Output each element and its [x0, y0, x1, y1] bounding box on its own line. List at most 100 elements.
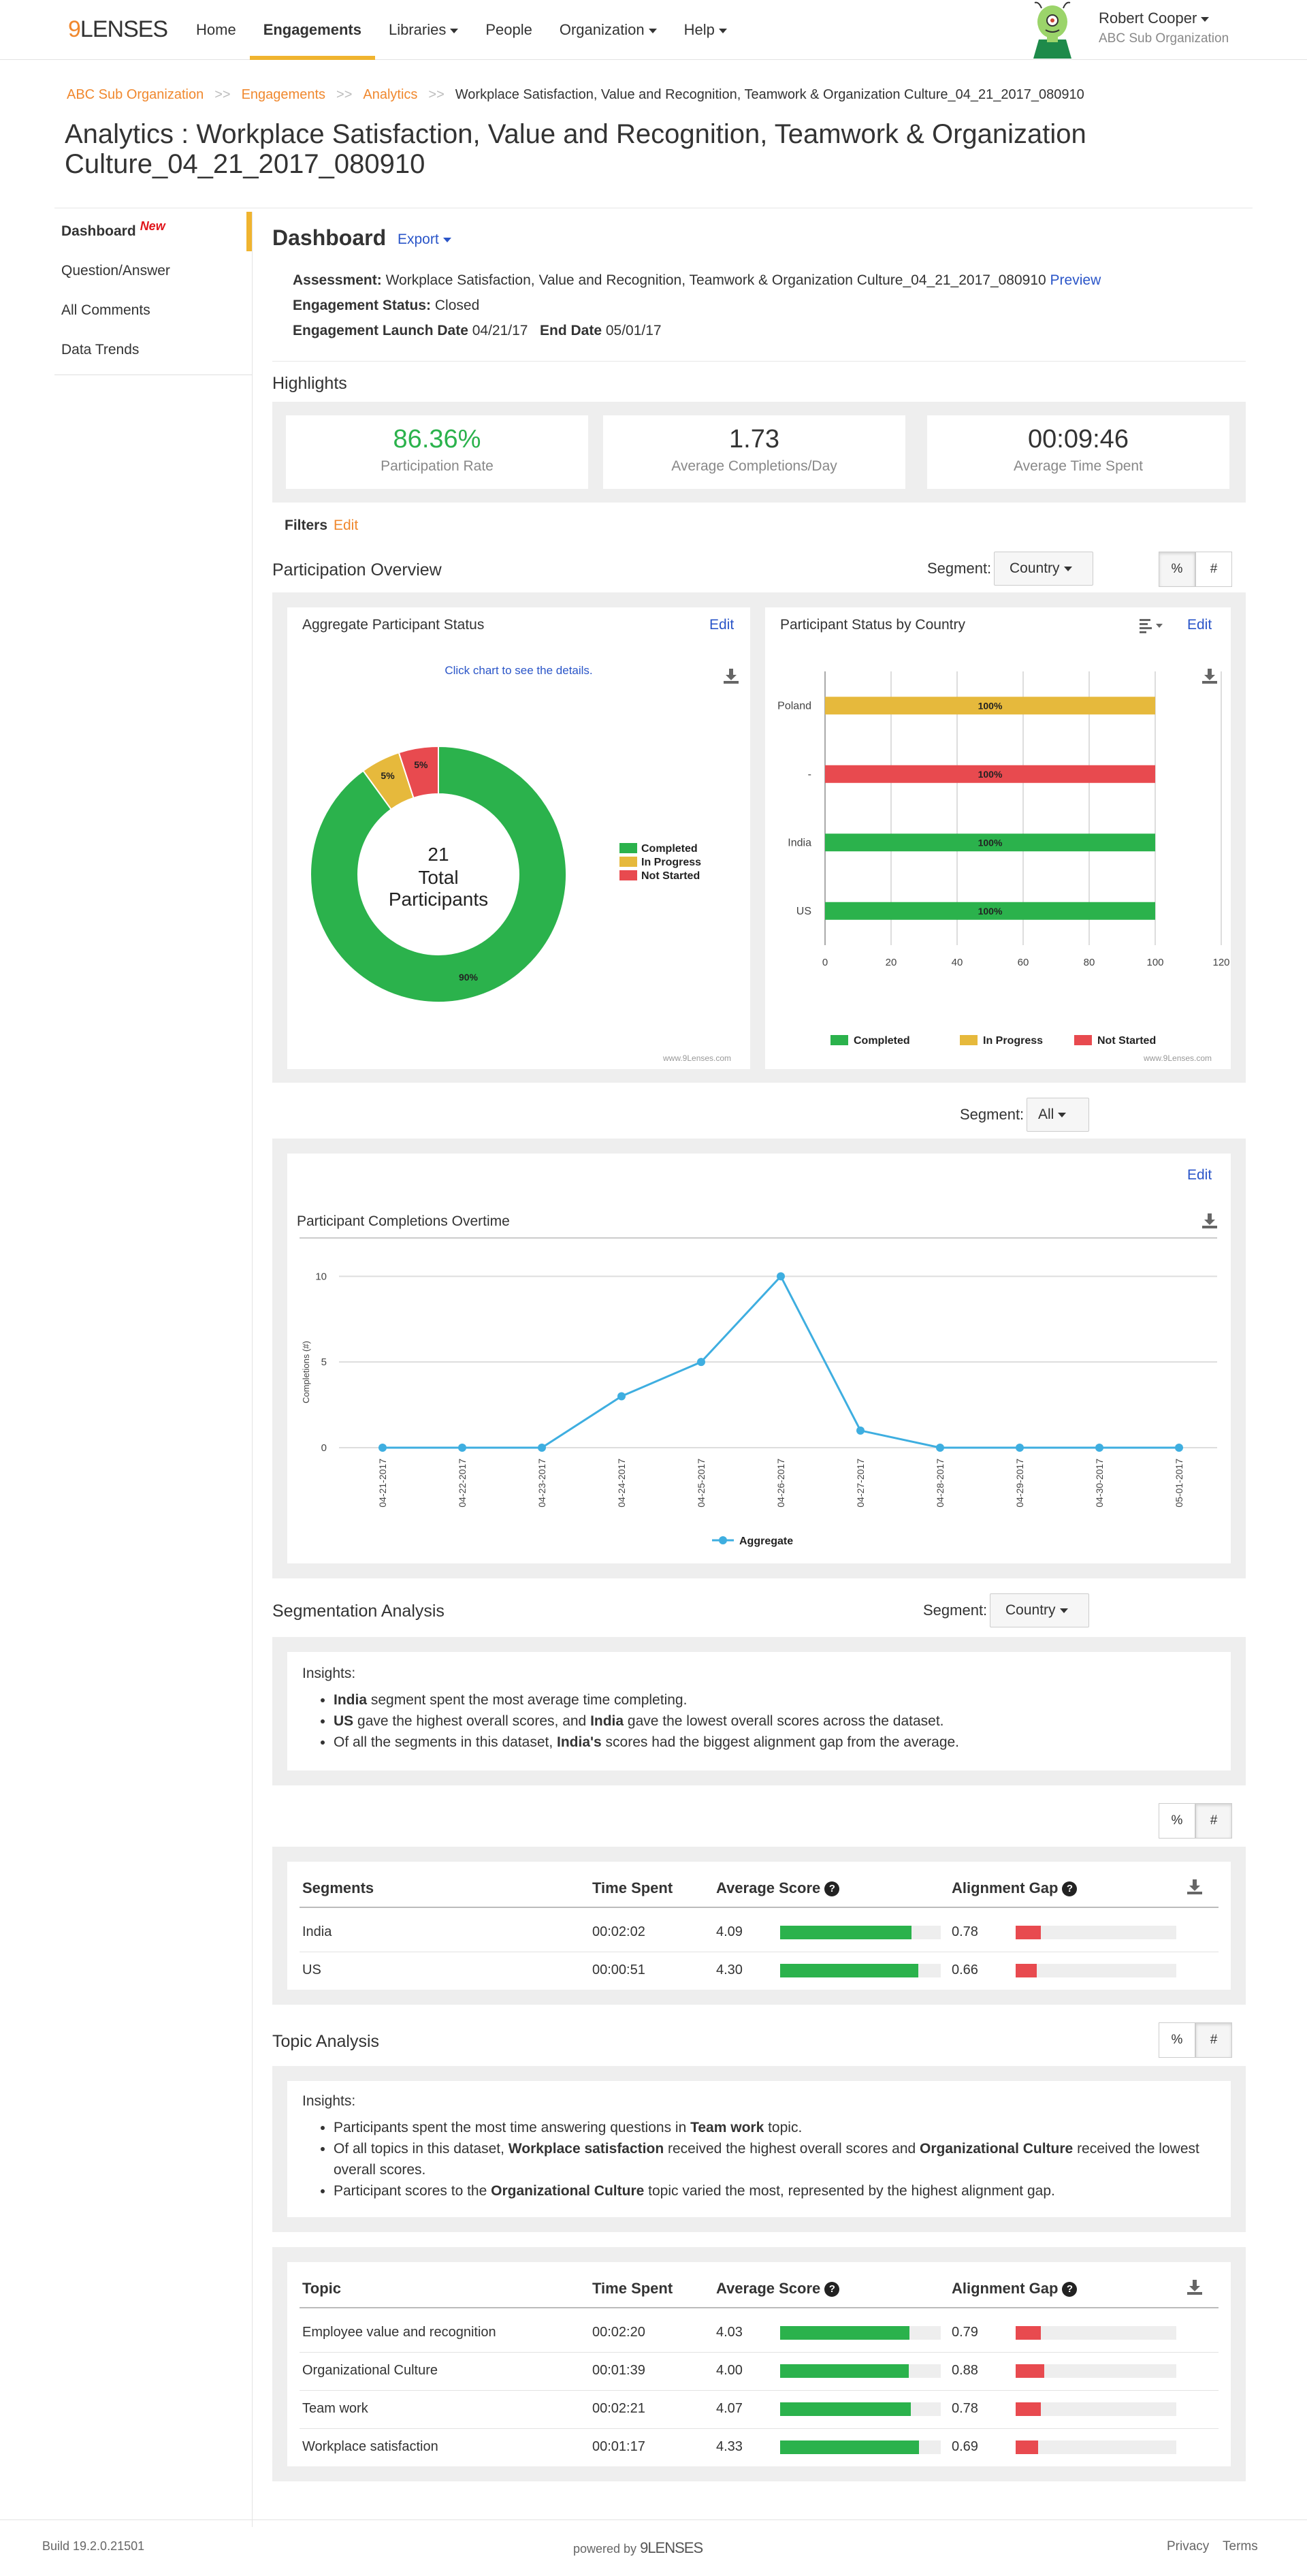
- insight-text: received the highest overall scores and: [664, 2141, 920, 2157]
- filters-edit-link[interactable]: Edit: [334, 518, 359, 533]
- sidebar-item-dashboard[interactable]: Dashboard New: [54, 212, 252, 251]
- insight-text: Workplace satisfaction: [508, 2141, 664, 2157]
- x-tick-label: 04-29-2017: [1014, 1459, 1025, 1508]
- sidebar-item-all-comments[interactable]: All Comments: [54, 291, 252, 330]
- sidebar-item-label: Question/Answer: [61, 263, 170, 279]
- column-header-alignment-gap: Alignment Gap?: [952, 2280, 1078, 2297]
- legend-label: Aggregate: [739, 1536, 793, 1547]
- breadcrumb-separator: >>: [214, 87, 231, 102]
- segmentation-title: Segmentation Analysis: [272, 1602, 445, 1621]
- user-menu[interactable]: Robert Cooper ABC Sub Organization: [1099, 10, 1229, 46]
- score-bar: [780, 2364, 941, 2378]
- download-icon[interactable]: [1187, 1879, 1202, 1894]
- row-name: Team work: [302, 2401, 368, 2416]
- dates-line: Engagement Launch Date 04/21/17 End Date…: [293, 323, 662, 339]
- segment-dropdown[interactable]: Country: [994, 552, 1093, 586]
- download-icon[interactable]: [1202, 669, 1217, 684]
- score-bar-fill: [780, 1926, 912, 1939]
- percent-toggle[interactable]: %: [1159, 552, 1195, 587]
- help-icon[interactable]: ?: [824, 1881, 840, 1897]
- help-icon[interactable]: ?: [1062, 2282, 1078, 2297]
- preview-link[interactable]: Preview: [1050, 272, 1101, 288]
- count-toggle[interactable]: #: [1195, 2022, 1232, 2058]
- line-chart[interactable]: 0 5 10 Completions (#) 04-21-2017 04-22-2017 0…: [287, 1154, 1231, 1563]
- x-tick-label: 04-27-2017: [855, 1459, 866, 1508]
- breadcrumb: ABC Sub Organization >> Engagements >> Analy…: [67, 87, 1084, 103]
- help-icon[interactable]: ?: [824, 2282, 840, 2297]
- score-bar-fill: [780, 2364, 909, 2378]
- breadcrumb-engagements[interactable]: Engagements: [241, 87, 326, 102]
- column-header-average-score: Average Score?: [716, 1879, 840, 1897]
- x-tick-label: 04-23-2017: [536, 1459, 547, 1508]
- highlight-card-completions: 1.73 Average Completions/Day: [603, 415, 905, 489]
- legend-swatch: [960, 1035, 978, 1045]
- download-icon[interactable]: [1187, 2280, 1202, 2295]
- row-score: 4.33: [716, 2439, 743, 2454]
- edit-link[interactable]: Edit: [709, 617, 735, 633]
- nav-item-organization[interactable]: Organization: [546, 0, 671, 60]
- app-logo[interactable]: 9LENSES: [68, 16, 168, 42]
- nav-item-people[interactable]: People: [472, 0, 546, 60]
- highlight-card-time-spent: 00:09:46 Average Time Spent: [927, 415, 1229, 489]
- dashboard-title: Dashboard: [272, 225, 387, 250]
- download-icon[interactable]: [1202, 1213, 1217, 1228]
- nav-item-libraries[interactable]: Libraries: [375, 0, 472, 60]
- highlights-title: Highlights: [272, 374, 347, 393]
- nav-menu: Home Engagements Libraries People Organizati…: [182, 0, 741, 60]
- edit-link[interactable]: Edit: [1187, 617, 1212, 633]
- y-tick-label: Poland: [777, 700, 811, 712]
- percent-toggle[interactable]: %: [1159, 1803, 1195, 1839]
- insight-text: Organizational Culture: [491, 2183, 645, 2199]
- segment-dropdown[interactable]: Country: [990, 1593, 1089, 1627]
- nav-item-label: Organization: [559, 21, 645, 38]
- data-point: [856, 1426, 865, 1435]
- chevron-down-icon: [718, 28, 727, 33]
- privacy-link[interactable]: Privacy: [1167, 2539, 1210, 2554]
- segment-dropdown[interactable]: All: [1027, 1098, 1089, 1132]
- breadcrumb-org[interactable]: ABC Sub Organization: [67, 87, 204, 102]
- chevron-down-icon: [648, 28, 657, 33]
- gap-bar-fill: [1016, 2364, 1044, 2378]
- export-dropdown[interactable]: Export: [398, 232, 451, 248]
- sidebar-item-data-trends[interactable]: Data Trends: [54, 330, 252, 370]
- count-toggle[interactable]: #: [1195, 552, 1232, 587]
- terms-link[interactable]: Terms: [1223, 2539, 1258, 2554]
- insight-text: Team work: [690, 2120, 764, 2135]
- header-label: Alignment Gap: [952, 2280, 1059, 2297]
- count-toggle[interactable]: #: [1195, 1803, 1232, 1839]
- total-participants-label: Participants: [389, 889, 488, 910]
- row-score: 4.00: [716, 2363, 743, 2378]
- donut-chart[interactable]: Click chart to see the details. 90% 5% 5% 21…: [287, 607, 750, 1069]
- download-icon[interactable]: [724, 669, 739, 684]
- x-tick-label: 04-21-2017: [377, 1459, 388, 1508]
- launch-date-label: Engagement Launch Date: [293, 323, 468, 338]
- horizontal-bar-chart[interactable]: 0 20 40 60 80 100 120 Poland 100% - 100% India 100% U…: [765, 607, 1231, 1069]
- sidebar-item-question-answer[interactable]: Question/Answer: [54, 251, 252, 291]
- user-name[interactable]: Robert Cooper: [1099, 10, 1197, 27]
- insight-text: US: [334, 1713, 354, 1729]
- avatar[interactable]: [1027, 0, 1078, 59]
- legend-label: In Progress: [641, 857, 701, 868]
- insight-text: topic.: [764, 2120, 803, 2135]
- breadcrumb-current: Workplace Satisfaction, Value and Recogn…: [455, 87, 1084, 102]
- nav-item-help[interactable]: Help: [671, 0, 741, 60]
- legend-marker: [719, 1536, 727, 1544]
- top-nav: 9LENSES Home Engagements Libraries People Or…: [0, 0, 1307, 60]
- nav-item-home[interactable]: Home: [182, 0, 250, 60]
- breadcrumb-analytics[interactable]: Analytics: [363, 87, 418, 102]
- new-badge: New: [140, 219, 165, 233]
- total-participants-label: Total: [418, 867, 458, 888]
- insight-text: gave the lowest overall scores across th…: [624, 1713, 944, 1729]
- row-time-spent: 00:02:21: [592, 2401, 645, 2416]
- edit-link[interactable]: Edit: [1187, 1167, 1212, 1183]
- help-icon[interactable]: ?: [1062, 1881, 1078, 1897]
- insights-list: India segment spent the most average tim…: [334, 1689, 959, 1753]
- chart-type-icon[interactable]: [1140, 617, 1169, 633]
- nav-item-label: People: [485, 21, 532, 38]
- nav-item-engagements[interactable]: Engagements: [249, 0, 376, 60]
- chart-title: Participant Status by Country: [780, 617, 965, 633]
- score-bar-fill: [780, 2402, 911, 2416]
- percent-toggle[interactable]: %: [1159, 2022, 1195, 2058]
- insight-text: Of all topics in this dataset,: [334, 2141, 509, 2157]
